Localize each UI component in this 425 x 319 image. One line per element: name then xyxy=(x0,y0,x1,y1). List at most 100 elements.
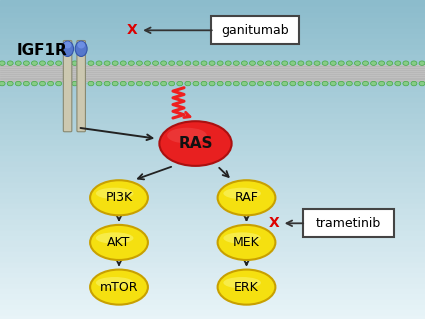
Bar xyxy=(0,298,425,303)
Circle shape xyxy=(395,61,401,65)
Circle shape xyxy=(241,81,247,86)
Bar xyxy=(0,128,425,133)
Circle shape xyxy=(233,61,239,65)
Circle shape xyxy=(80,61,86,65)
Bar xyxy=(0,80,425,85)
Text: X: X xyxy=(269,216,280,230)
Bar xyxy=(0,74,425,80)
Text: MEK: MEK xyxy=(233,236,260,249)
Bar xyxy=(0,213,425,218)
Bar xyxy=(0,5,425,11)
Circle shape xyxy=(274,81,280,86)
Bar xyxy=(0,282,425,287)
Circle shape xyxy=(144,61,150,65)
Ellipse shape xyxy=(167,128,207,143)
Ellipse shape xyxy=(224,188,261,199)
Circle shape xyxy=(306,81,312,86)
Ellipse shape xyxy=(90,270,148,305)
Bar xyxy=(0,261,425,266)
Ellipse shape xyxy=(75,41,87,56)
Circle shape xyxy=(88,81,94,86)
Circle shape xyxy=(40,61,45,65)
Circle shape xyxy=(411,81,417,86)
Circle shape xyxy=(48,61,54,65)
Bar xyxy=(0,308,425,314)
Bar xyxy=(0,293,425,298)
Bar xyxy=(0,133,425,138)
Bar xyxy=(0,0,425,5)
Bar xyxy=(0,42,425,48)
Circle shape xyxy=(363,61,368,65)
Bar xyxy=(0,271,425,277)
Text: RAF: RAF xyxy=(235,191,258,204)
Text: AKT: AKT xyxy=(107,236,131,249)
Circle shape xyxy=(354,61,360,65)
Circle shape xyxy=(314,81,320,86)
Bar xyxy=(0,149,425,154)
Circle shape xyxy=(354,81,360,86)
Bar xyxy=(0,207,425,213)
Circle shape xyxy=(363,81,368,86)
Circle shape xyxy=(266,81,272,86)
Circle shape xyxy=(80,81,86,86)
Bar xyxy=(0,85,425,90)
Bar xyxy=(0,32,425,37)
Circle shape xyxy=(217,61,223,65)
Circle shape xyxy=(395,81,401,86)
Text: trametinib: trametinib xyxy=(316,217,381,230)
Bar xyxy=(0,26,425,32)
Ellipse shape xyxy=(96,188,133,199)
Bar xyxy=(0,250,425,255)
Bar xyxy=(0,181,425,186)
Circle shape xyxy=(144,81,150,86)
Text: PI3K: PI3K xyxy=(105,191,133,204)
Bar xyxy=(0,37,425,42)
Circle shape xyxy=(72,61,78,65)
Circle shape xyxy=(387,61,393,65)
Circle shape xyxy=(419,61,425,65)
Bar xyxy=(0,245,425,250)
Circle shape xyxy=(120,81,126,86)
Circle shape xyxy=(282,61,288,65)
Circle shape xyxy=(338,81,344,86)
Circle shape xyxy=(217,81,223,86)
Circle shape xyxy=(15,61,21,65)
Bar xyxy=(0,96,425,101)
Circle shape xyxy=(23,81,29,86)
Bar xyxy=(0,16,425,21)
Circle shape xyxy=(161,81,167,86)
Bar xyxy=(0,117,425,122)
Circle shape xyxy=(209,81,215,86)
Circle shape xyxy=(7,61,13,65)
Circle shape xyxy=(185,81,191,86)
Circle shape xyxy=(161,61,167,65)
Circle shape xyxy=(371,81,377,86)
Bar xyxy=(0,138,425,144)
Ellipse shape xyxy=(224,232,261,244)
Circle shape xyxy=(193,61,199,65)
Ellipse shape xyxy=(96,232,133,244)
Ellipse shape xyxy=(62,41,74,56)
Ellipse shape xyxy=(218,225,275,260)
Circle shape xyxy=(104,81,110,86)
Bar xyxy=(0,186,425,191)
Circle shape xyxy=(322,81,328,86)
Circle shape xyxy=(112,61,118,65)
Circle shape xyxy=(153,81,159,86)
Circle shape xyxy=(153,61,159,65)
Bar xyxy=(0,255,425,261)
Bar xyxy=(0,65,425,81)
Bar xyxy=(0,11,425,16)
Circle shape xyxy=(31,81,37,86)
Bar xyxy=(0,64,425,69)
Circle shape xyxy=(169,81,175,86)
Circle shape xyxy=(40,81,45,86)
Ellipse shape xyxy=(64,41,71,48)
Circle shape xyxy=(136,61,142,65)
Circle shape xyxy=(258,61,264,65)
Circle shape xyxy=(298,61,304,65)
Circle shape xyxy=(249,61,255,65)
Circle shape xyxy=(23,61,29,65)
Circle shape xyxy=(282,81,288,86)
Circle shape xyxy=(266,61,272,65)
